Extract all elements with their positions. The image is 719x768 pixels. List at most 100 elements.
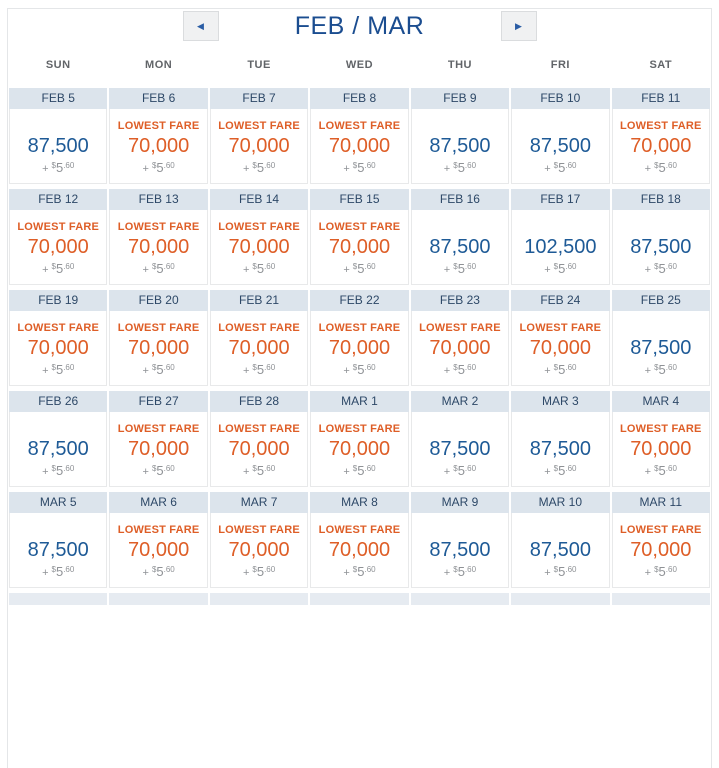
taxes-dollars: 5 [457, 463, 465, 478]
calendar-day-cell[interactable]: MAR 11 LOWEST FARE 70,000 + $5.60 [611, 492, 710, 588]
calendar-day-cell[interactable]: FEB 6 LOWEST FARE 70,000 + $5.60 [109, 88, 208, 184]
calendar-day-cell[interactable]: FEB 26 87,500 + $5.60 [9, 391, 108, 487]
calendar-day-cell[interactable]: FEB 22 LOWEST FARE 70,000 + $5.60 [310, 290, 409, 386]
fare-miles-amount: 70,000 [630, 135, 692, 157]
fare-taxes: + $5.60 [211, 362, 307, 377]
day-date-header: FEB 7 [209, 88, 309, 109]
taxes-dollars: 5 [55, 362, 64, 377]
calendar-day-cell[interactable]: FEB 20 LOWEST FARE 70,000 + $5.60 [109, 290, 208, 386]
calendar-day-cell[interactable]: FEB 8 LOWEST FARE 70,000 + $5.60 [310, 88, 409, 184]
taxes-currency-symbol: $ [352, 363, 358, 372]
taxes-cents: .60 [364, 262, 376, 271]
fare-taxes: + $5.60 [211, 160, 307, 175]
lowest-fare-label [613, 322, 709, 335]
calendar-day-cell[interactable]: FEB 5 87,500 + $5.60 [9, 88, 108, 184]
calendar-day-cell[interactable]: MAR 8 LOWEST FARE 70,000 + $5.60 [310, 492, 409, 588]
calendar-day-cell[interactable]: FEB 7 LOWEST FARE 70,000 + $5.60 [209, 88, 309, 184]
calendar-day-cell[interactable]: MAR 3 87,500 + $5.60 [511, 391, 610, 487]
day-date-header: FEB 28 [209, 391, 309, 412]
calendar-day-cell[interactable]: FEB 19 LOWEST FARE 70,000 + $5.60 [9, 290, 108, 386]
day-date-header: FEB 14 [209, 189, 309, 210]
weekday-label-mon: MON [145, 58, 173, 71]
taxes-cents: .60 [665, 262, 677, 271]
taxes-cents: .60 [565, 464, 577, 473]
next-month-button[interactable]: ▶ [500, 11, 537, 41]
taxes-dollars: 5 [55, 564, 64, 579]
taxes-plus-sign: + [142, 163, 149, 175]
calendar-day-cell[interactable]: FEB 12 LOWEST FARE 70,000 + $5.60 [9, 189, 108, 285]
calendar-day-cell[interactable]: FEB 14 LOWEST FARE 70,000 + $5.60 [209, 189, 309, 285]
taxes-dollars: 5 [658, 160, 666, 175]
fare-miles-amount: 87,500 [529, 135, 591, 157]
fare-miles-amount: 70,000 [228, 438, 290, 460]
taxes-plus-sign: + [142, 466, 149, 478]
fare-miles-amount: 70,000 [128, 337, 190, 359]
calendar-day-cell[interactable]: FEB 10 87,500 + $5.60 [511, 88, 610, 184]
taxes-dollars: 5 [256, 463, 265, 478]
taxes-currency-symbol: $ [151, 262, 157, 271]
fare-miles-amount: 87,500 [429, 539, 491, 561]
taxes-dollars: 5 [457, 362, 465, 377]
calendar-day-cell[interactable]: MAR 7 LOWEST FARE 70,000 + $5.60 [209, 492, 309, 588]
taxes-plus-sign: + [644, 567, 652, 579]
fare-taxes: + $5.60 [412, 160, 508, 175]
taxes-plus-sign: + [644, 264, 652, 276]
taxes-plus-sign: + [42, 567, 49, 579]
day-fare-card: LOWEST FARE 70,000 + $5.60 [109, 210, 208, 285]
taxes-currency-symbol: $ [453, 464, 458, 473]
calendar-day-cell[interactable]: MAR 6 LOWEST FARE 70,000 + $5.60 [109, 492, 208, 588]
calendar-day-cell[interactable]: MAR 9 87,500 + $5.60 [410, 492, 510, 588]
calendar-day-cell[interactable]: MAR 5 87,500 + $5.60 [9, 492, 108, 588]
taxes-currency-symbol: $ [151, 464, 157, 473]
calendar-day-cell[interactable]: FEB 21 LOWEST FARE 70,000 + $5.60 [209, 290, 309, 386]
calendar-day-cell[interactable]: FEB 23 LOWEST FARE 70,000 + $5.60 [410, 290, 510, 386]
calendar-day-cell[interactable]: FEB 24 LOWEST FARE 70,000 + $5.60 [511, 290, 610, 386]
calendar-day-cell[interactable]: MAR 1 LOWEST FARE 70,000 + $5.60 [310, 391, 409, 487]
calendar-day-cell[interactable]: MAR 10 87,500 + $5.60 [511, 492, 610, 588]
lowest-fare-label: LOWEST FARE [218, 423, 300, 435]
taxes-dollars: 5 [658, 261, 666, 276]
day-date-header: FEB 19 [9, 290, 108, 311]
lowest-fare-label: LOWEST FARE [117, 221, 200, 233]
fare-taxes: + $5.60 [613, 564, 709, 579]
taxes-cents: .60 [264, 161, 276, 170]
day-date-header: FEB 15 [310, 189, 409, 210]
calendar-day-cell[interactable]: MAR 4 LOWEST FARE 70,000 + $5.60 [611, 391, 710, 487]
taxes-dollars: 5 [558, 160, 566, 175]
calendar-day-cell[interactable]: FEB 9 87,500 + $5.60 [410, 88, 510, 184]
taxes-dollars: 5 [156, 160, 164, 175]
taxes-dollars: 5 [357, 362, 365, 377]
calendar-day-cell[interactable]: FEB 11 LOWEST FARE 70,000 + $5.60 [611, 88, 710, 184]
day-fare-card: LOWEST FARE 70,000 + $5.60 [209, 210, 309, 285]
taxes-cents: .60 [464, 161, 477, 170]
fare-taxes: + $5.60 [311, 564, 407, 579]
taxes-plus-sign: + [343, 365, 350, 377]
lowest-fare-label: LOWEST FARE [619, 120, 702, 132]
calendar-day-cell[interactable]: FEB 16 87,500 + $5.60 [410, 189, 510, 285]
fare-taxes: + $5.60 [613, 362, 709, 377]
fare-miles-amount: 70,000 [328, 337, 391, 359]
month-navigation-bar: ◀ FEB / MAR ▶ [182, 11, 537, 41]
calendar-day-cell[interactable]: FEB 13 LOWEST FARE 70,000 + $5.60 [109, 189, 208, 285]
fare-taxes: + $5.60 [10, 160, 106, 175]
previous-month-button[interactable]: ◀ [182, 11, 219, 41]
calendar-day-cell[interactable]: FEB 25 87,500 + $5.60 [611, 290, 710, 386]
calendar-day-cell[interactable]: FEB 15 LOWEST FARE 70,000 + $5.60 [310, 189, 409, 285]
fare-taxes: + $5.60 [311, 160, 407, 175]
next-week-date-header-partial [611, 593, 710, 605]
fare-miles-amount: 70,000 [128, 539, 190, 561]
taxes-currency-symbol: $ [352, 464, 358, 473]
calendar-day-cell[interactable]: FEB 18 87,500 + $5.60 [611, 189, 710, 285]
day-date-header: FEB 6 [109, 88, 208, 109]
taxes-dollars: 5 [156, 463, 164, 478]
calendar-day-cell[interactable]: FEB 28 LOWEST FARE 70,000 + $5.60 [209, 391, 309, 487]
lowest-fare-label: LOWEST FARE [619, 423, 702, 435]
calendar-day-cell[interactable]: FEB 27 LOWEST FARE 70,000 + $5.60 [109, 391, 208, 487]
calendar-day-cell[interactable]: MAR 2 87,500 + $5.60 [410, 391, 510, 487]
lowest-fare-label: LOWEST FARE [218, 322, 300, 334]
fare-taxes: + $5.60 [412, 463, 508, 478]
day-date-header: FEB 25 [611, 290, 710, 311]
fare-taxes: + $5.60 [512, 362, 608, 377]
taxes-dollars: 5 [457, 160, 465, 175]
calendar-day-cell[interactable]: FEB 17 102,500 + $5.60 [511, 189, 610, 285]
